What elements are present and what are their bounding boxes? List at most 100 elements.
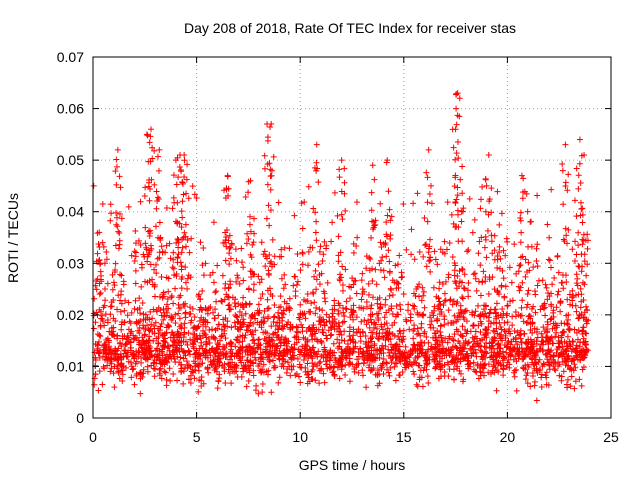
data-point	[264, 255, 270, 262]
data-point	[264, 134, 271, 141]
data-point	[493, 315, 500, 322]
data-point	[215, 341, 222, 348]
data-point	[373, 281, 380, 288]
data-point	[156, 219, 163, 226]
data-point	[175, 174, 182, 181]
data-point	[199, 327, 206, 334]
data-point	[498, 282, 505, 289]
data-point	[319, 307, 326, 314]
data-point	[334, 336, 341, 343]
data-point	[161, 368, 168, 375]
data-point	[239, 338, 246, 345]
data-point	[115, 292, 122, 299]
data-point	[244, 327, 251, 334]
data-point	[159, 294, 166, 301]
data-point	[231, 319, 238, 326]
data-point	[387, 355, 394, 362]
data-point	[519, 279, 526, 286]
data-point	[264, 181, 271, 188]
data-point	[306, 346, 313, 353]
data-point	[410, 368, 417, 375]
data-point	[466, 195, 473, 202]
data-point	[239, 332, 246, 339]
data-point	[234, 374, 241, 381]
data-point	[197, 239, 204, 246]
data-point	[423, 360, 430, 367]
data-point	[481, 302, 488, 309]
data-point	[158, 312, 165, 319]
data-point	[349, 311, 356, 318]
data-point	[213, 345, 220, 352]
data-point	[215, 312, 222, 319]
data-point	[388, 213, 395, 220]
data-point	[529, 347, 536, 354]
data-point	[455, 155, 462, 162]
data-point	[195, 367, 202, 374]
data-point	[399, 273, 406, 280]
data-point	[289, 352, 296, 359]
data-point	[250, 287, 257, 294]
data-point	[565, 226, 572, 233]
data-point	[328, 238, 335, 245]
data-point	[344, 340, 351, 347]
data-point	[366, 324, 373, 331]
data-point	[267, 166, 274, 173]
data-point	[301, 352, 308, 359]
data-point	[363, 384, 370, 391]
data-point	[369, 218, 376, 225]
data-point	[155, 234, 162, 241]
data-point	[423, 334, 430, 341]
data-point	[118, 272, 125, 279]
data-point	[95, 342, 102, 349]
data-point	[326, 365, 333, 372]
data-point	[539, 346, 546, 353]
data-point	[315, 348, 322, 355]
data-point	[313, 237, 320, 244]
data-point	[135, 353, 142, 360]
data-point	[573, 280, 580, 287]
data-point	[168, 355, 175, 362]
data-point	[171, 349, 178, 356]
data-point	[178, 266, 185, 273]
data-point	[389, 322, 396, 329]
data-point	[173, 271, 180, 278]
data-point	[482, 278, 489, 285]
data-point	[148, 176, 155, 183]
data-point	[491, 256, 498, 263]
data-point	[547, 353, 554, 360]
data-point	[165, 288, 172, 295]
data-point	[255, 309, 262, 316]
data-point	[176, 348, 183, 355]
data-point	[386, 268, 393, 275]
data-point	[130, 336, 137, 343]
data-point	[226, 261, 233, 268]
data-point	[395, 261, 402, 268]
data-point	[351, 368, 358, 375]
data-point	[315, 179, 322, 186]
data-point	[563, 279, 570, 286]
data-point	[212, 327, 219, 334]
data-point	[477, 292, 484, 299]
data-point	[266, 358, 273, 365]
data-point	[420, 253, 427, 260]
data-point	[452, 172, 459, 179]
data-point	[90, 312, 97, 319]
data-point	[338, 188, 345, 195]
data-point	[172, 285, 179, 292]
data-point	[276, 304, 283, 311]
data-point	[397, 330, 404, 337]
data-point	[527, 383, 534, 390]
data-point	[174, 220, 181, 227]
data-point	[427, 324, 434, 331]
data-point	[415, 362, 422, 369]
data-point	[459, 294, 466, 301]
data-point	[257, 351, 264, 358]
data-point	[267, 173, 274, 180]
data-point	[227, 356, 234, 363]
data-point	[563, 240, 570, 247]
data-point	[353, 314, 360, 321]
data-point	[209, 269, 216, 276]
data-point	[239, 301, 246, 308]
data-point	[294, 278, 301, 285]
data-point	[142, 184, 149, 191]
